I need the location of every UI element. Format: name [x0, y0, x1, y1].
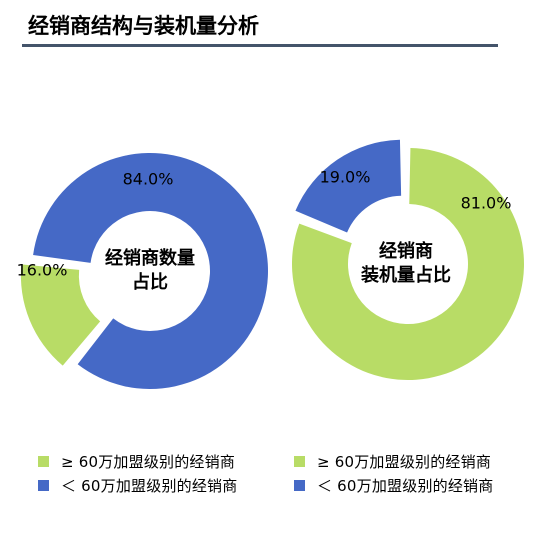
donut-data-label-1-0: 81.0%: [461, 194, 512, 213]
legend-label: ＜ 60万加盟级别的经销商: [61, 476, 238, 495]
title-underline: [22, 44, 498, 47]
legend-left: ≥ 60万加盟级别的经销商 ＜ 60万加盟级别的经销商: [38, 449, 237, 497]
donut-center-label-0-1: 占比: [132, 271, 168, 293]
legend-right: ≥ 60万加盟级别的经销商 ＜ 60万加盟级别的经销商: [294, 449, 493, 497]
legend-label: ≥ 60万加盟级别的经销商: [61, 452, 236, 471]
legend-swatch-blue: [294, 479, 305, 491]
donut-slice-0-0: [20, 264, 101, 366]
legend-swatch-green: [294, 455, 305, 467]
legend-item-ge60: ≥ 60万加盟级别的经销商: [38, 449, 237, 473]
legend-item-lt60: ＜ 60万加盟级别的经销商: [294, 473, 493, 497]
donut-center-label-1-0: 经销商: [379, 240, 433, 262]
legend-label: ＜ 60万加盟级别的经销商: [317, 476, 494, 495]
legend-item-ge60: ≥ 60万加盟级别的经销商: [294, 449, 493, 473]
legend-label: ≥ 60万加盟级别的经销商: [317, 452, 492, 471]
donut-slice-1-0: [292, 148, 524, 380]
legend-swatch-green: [38, 455, 49, 467]
donut-data-label-0-1: 84.0%: [123, 170, 174, 189]
donut-center-label-1-1: 装机量占比: [361, 264, 451, 286]
donut-slice-1-1: [295, 139, 402, 233]
donut-data-label-0-0: 16.0%: [17, 261, 68, 280]
page-title: 经销商结构与装机量分析: [28, 14, 259, 38]
legend-item-lt60: ＜ 60万加盟级别的经销商: [38, 473, 237, 497]
donut-center-label-0-0: 经销商数量: [105, 247, 195, 269]
donut-data-label-1-1: 19.0%: [320, 168, 371, 187]
donut-slice-0-1: [33, 152, 269, 389]
legend-swatch-blue: [38, 479, 49, 491]
